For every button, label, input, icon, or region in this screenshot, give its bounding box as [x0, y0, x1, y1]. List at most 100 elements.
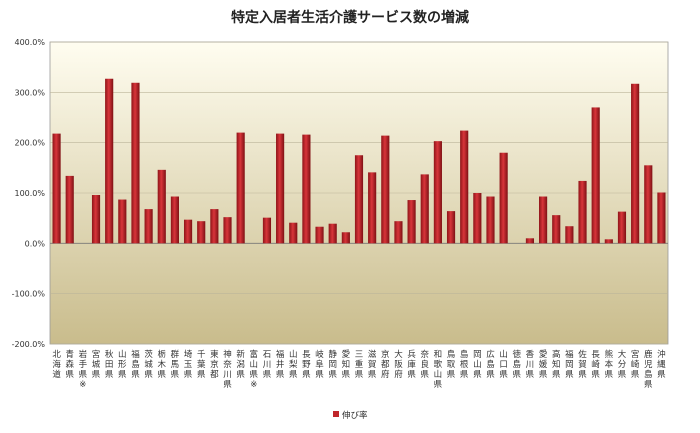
x-tick-label: 栃木県 [158, 349, 167, 380]
x-tick-label: 岩手県※ [79, 349, 88, 390]
bar [486, 196, 495, 244]
bar [315, 226, 324, 244]
x-tick-label: 沖縄県 [657, 349, 666, 380]
bar [578, 180, 587, 244]
x-tick-label: 長崎県 [591, 350, 600, 380]
x-tick-label: 山形県 [118, 349, 127, 380]
y-tick-label: 0.0% [25, 239, 46, 248]
x-tick-label: 茨城県 [144, 349, 153, 380]
x-tick-label: 東京都 [210, 349, 219, 380]
x-tick-label: 広島県 [486, 349, 495, 380]
y-tick-label: -100.0% [12, 290, 46, 299]
bar [302, 134, 311, 244]
bar [236, 132, 245, 244]
x-tick-label: 和歌山県 [434, 350, 443, 390]
x-tick-label: 青森県 [65, 349, 74, 380]
x-tick-label: 高知県 [552, 349, 561, 380]
x-tick-label: 愛媛県 [539, 349, 548, 380]
x-tick-label: 千葉県 [197, 349, 206, 380]
bar [381, 135, 390, 244]
x-tick-label: 福井県 [276, 349, 285, 380]
x-tick-label: 山口県 [499, 349, 508, 380]
bar [591, 107, 600, 244]
y-tick-label: 100.0% [14, 189, 45, 198]
bar [631, 83, 640, 244]
bar [223, 217, 232, 244]
x-tick-label: 鳥取県 [447, 349, 456, 380]
bar [262, 217, 272, 244]
x-tick-label: 静岡県 [328, 349, 337, 380]
x-tick-label: 愛知県 [342, 349, 351, 380]
x-tick-label: 長野県 [302, 350, 311, 380]
y-axis: -200.0% -100.0% 0.0% 100.0% 200.0% 300.0% 400.… [12, 38, 46, 349]
bar [539, 196, 548, 244]
bar [657, 192, 666, 244]
bar [105, 78, 114, 244]
x-tick-label: 奈良県 [420, 349, 429, 380]
x-tick-label: 埼玉県 [184, 349, 193, 380]
x-tick-label: 鹿児島県 [644, 349, 653, 390]
bar [354, 155, 364, 244]
bar [499, 152, 508, 244]
bar [144, 209, 153, 244]
bar [197, 221, 206, 244]
y-tick-label: -200.0% [12, 340, 46, 349]
x-tick-label: 三重県 [355, 350, 364, 380]
x-tick-label: 宮城県 [92, 349, 101, 380]
bar [170, 196, 179, 244]
bar [473, 193, 482, 244]
y-tick-label: 200.0% [14, 139, 45, 148]
bar [65, 175, 74, 244]
bar [131, 82, 140, 244]
bar [276, 133, 285, 244]
legend: 伸び率 [333, 410, 368, 421]
x-tick-label: 富山県※ [250, 349, 259, 390]
bar [460, 130, 469, 244]
bar [183, 219, 193, 244]
x-tick-label: 熊本県 [605, 349, 614, 380]
bar [617, 211, 627, 244]
x-tick-label: 山梨県 [289, 349, 298, 380]
x-tick-label: 宮崎県 [631, 349, 640, 380]
bar [552, 215, 561, 244]
bar [157, 169, 166, 244]
bar [433, 141, 442, 244]
bar [644, 165, 653, 244]
bars [52, 78, 666, 244]
x-tick-label: 兵庫県 [407, 349, 416, 380]
gridlines [50, 41, 668, 345]
bar [420, 174, 429, 244]
bar [525, 238, 535, 244]
bar [91, 195, 101, 244]
y-tick-label: 400.0% [14, 38, 45, 47]
x-tick-label: 徳島県 [513, 349, 522, 380]
bar [394, 221, 403, 244]
bar [341, 232, 350, 244]
x-tick-label: 岐阜県 [315, 349, 324, 380]
x-tick-label: 大阪府 [394, 349, 403, 380]
x-tick-label: 神奈川県 [223, 349, 232, 390]
bar [565, 226, 574, 244]
x-tick-label: 佐賀県 [578, 349, 587, 380]
x-tick-label: 大分県 [618, 349, 627, 380]
chart-title: 特定入居者生活介護サービス数の増減 [231, 9, 469, 26]
x-tick-label: 福岡県 [565, 349, 574, 380]
bar [407, 200, 416, 244]
bar [118, 199, 127, 244]
bar [210, 209, 219, 244]
y-tick-label: 300.0% [14, 88, 45, 97]
bar [52, 133, 61, 244]
x-tick-label: 群馬県 [171, 349, 180, 380]
x-tick-label: 秋田県 [105, 349, 114, 380]
bar [446, 211, 456, 244]
x-tick-label: 香川県 [526, 349, 535, 380]
bar [368, 172, 377, 244]
bar [328, 223, 337, 244]
x-tick-label: 岡山県 [473, 350, 482, 380]
bar [604, 239, 613, 244]
x-tick-label: 滋賀県 [368, 349, 377, 380]
x-tick-label: 島根県 [460, 349, 469, 380]
legend-label: 伸び率 [342, 410, 368, 421]
